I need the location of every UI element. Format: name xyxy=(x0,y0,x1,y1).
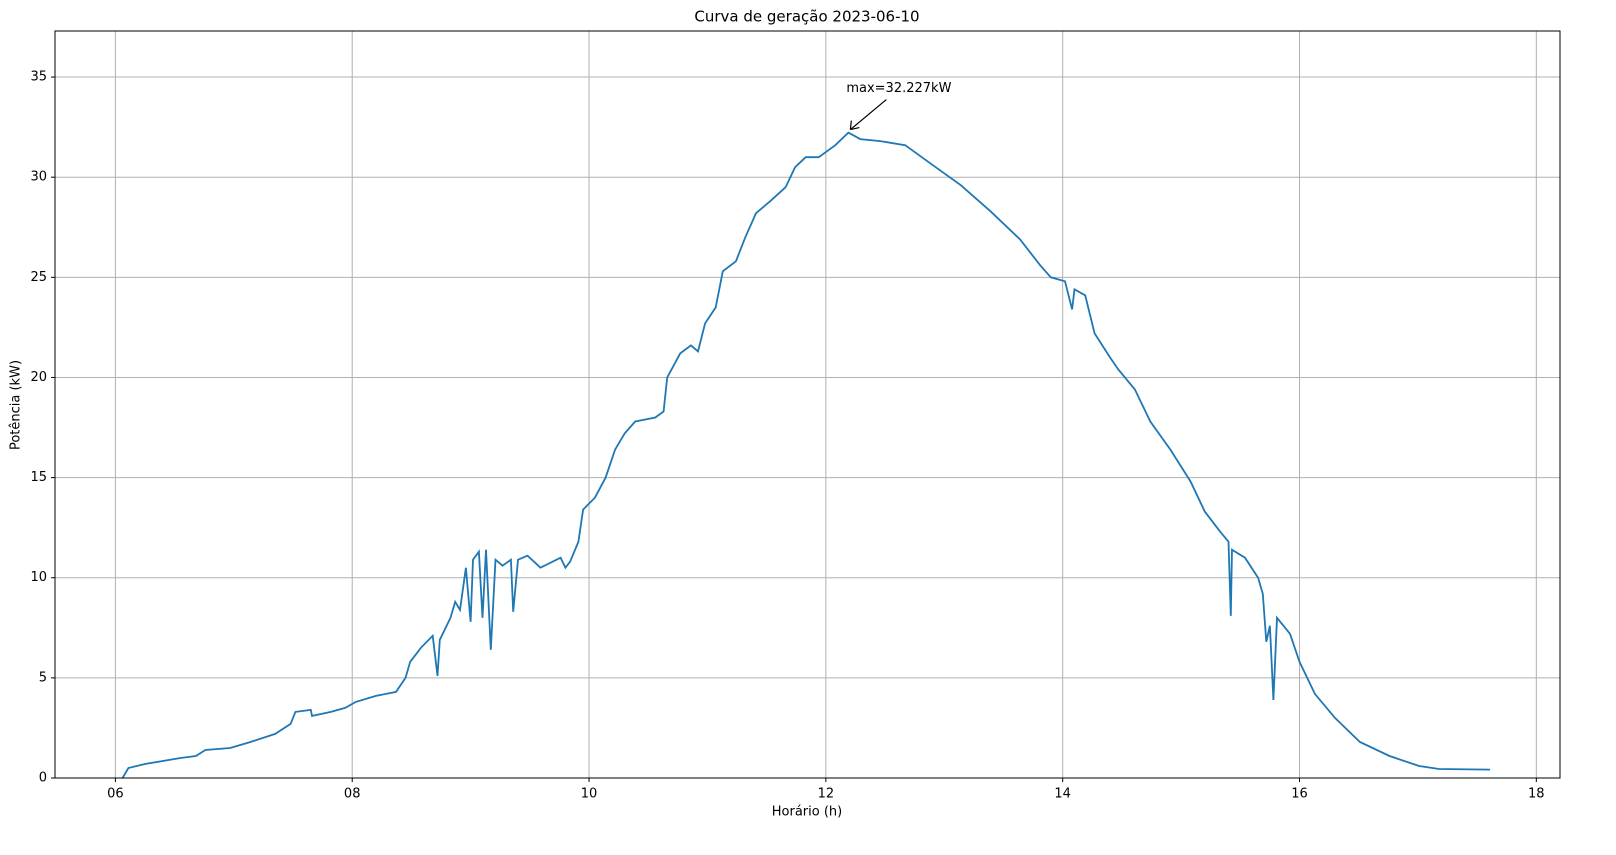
y-tick-label: 15 xyxy=(30,470,47,485)
x-tick-label: 16 xyxy=(1291,787,1308,802)
y-tick-label: 35 xyxy=(30,70,47,85)
y-tick-label: 25 xyxy=(30,270,47,285)
annotation-text: max=32.227kW xyxy=(846,81,951,96)
annotation-arrowhead xyxy=(849,120,860,131)
y-tick-label: 5 xyxy=(39,670,47,685)
line-series xyxy=(121,131,1491,779)
x-tick-label: 08 xyxy=(344,787,361,802)
chart-title: Curva de geração 2023-06-10 xyxy=(694,8,919,26)
y-tick-label: 20 xyxy=(30,370,47,385)
y-tick-label: 30 xyxy=(30,170,47,185)
x-axis-label: Horário (h) xyxy=(772,805,842,820)
plot-frame xyxy=(54,30,1561,779)
x-tick-label: 18 xyxy=(1528,787,1545,802)
x-tick-label: 14 xyxy=(1054,787,1071,802)
y-tick-label: 0 xyxy=(39,771,47,786)
x-tick-label: 06 xyxy=(107,787,124,802)
annotation-arrow xyxy=(849,99,887,131)
x-tick-label: 12 xyxy=(818,787,835,802)
x-tick-label: 10 xyxy=(581,787,598,802)
y-axis-label: Potência (kW) xyxy=(9,360,24,450)
y-tick-label: 10 xyxy=(30,570,47,585)
